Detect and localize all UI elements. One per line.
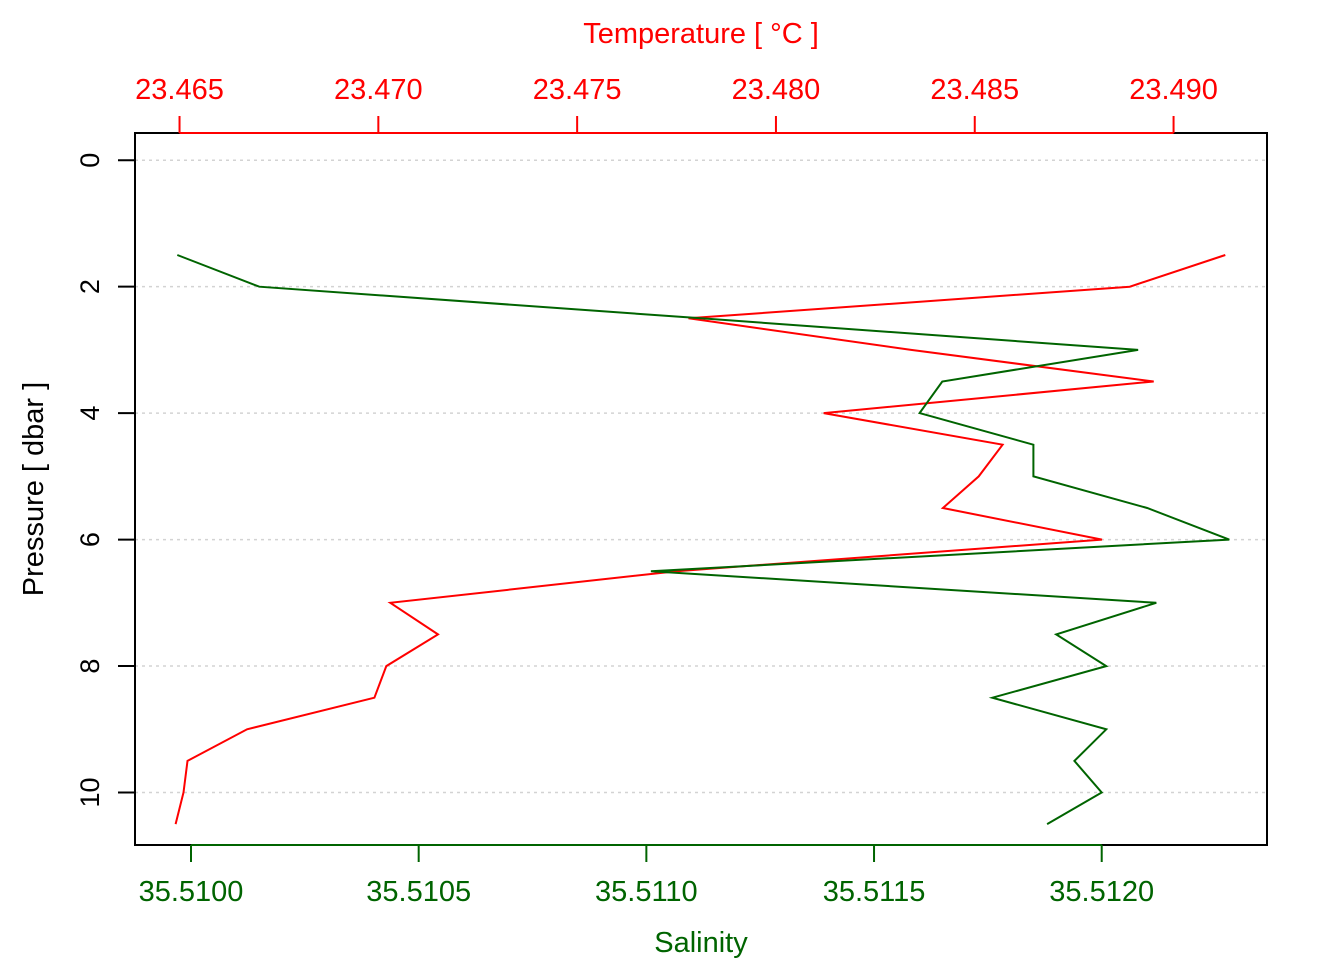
y-tick-label-8: 8 xyxy=(75,659,105,674)
temperature-series-line xyxy=(174,254,1226,825)
temperature-axis: 23.465 23.470 23.475 23.480 23.485 23.490 xyxy=(135,74,1218,134)
y-tick-label-4: 4 xyxy=(75,406,105,421)
salinity-series-line xyxy=(176,254,1230,825)
y-tick-label-6: 6 xyxy=(75,532,105,547)
y-tick-label-2: 2 xyxy=(75,279,105,294)
temperature-axis-label: Temperature [ °C ] xyxy=(583,18,819,50)
salinity-tick-label-4: 35.5120 xyxy=(1049,876,1154,908)
pressure-axis-label: Pressure [ dbar ] xyxy=(18,382,50,596)
y-axis: 0 2 4 6 8 10 xyxy=(75,153,135,808)
series-layer xyxy=(174,254,1230,825)
salinity-tick-label-1: 35.5105 xyxy=(366,876,471,908)
salinity-axis-label: Salinity xyxy=(654,927,748,959)
temperature-tick-label-0: 23.465 xyxy=(135,74,224,106)
salinity-tick-label-0: 35.5100 xyxy=(139,876,244,908)
salinity-axis: 35.5100 35.5105 35.5110 35.5115 35.5120 xyxy=(139,844,1154,908)
salinity-tick-label-2: 35.5110 xyxy=(595,876,698,908)
temperature-tick-label-4: 23.485 xyxy=(930,74,1019,106)
y-tick-label-10: 10 xyxy=(75,777,105,807)
gridlines xyxy=(135,159,1267,794)
temperature-tick-label-3: 23.480 xyxy=(732,74,821,106)
temperature-tick-label-2: 23.475 xyxy=(533,74,622,106)
salinity-tick-label-3: 35.5115 xyxy=(823,876,926,908)
temperature-tick-label-1: 23.470 xyxy=(334,74,423,106)
y-tick-label-0: 0 xyxy=(75,153,105,168)
temperature-tick-label-5: 23.490 xyxy=(1129,74,1218,106)
